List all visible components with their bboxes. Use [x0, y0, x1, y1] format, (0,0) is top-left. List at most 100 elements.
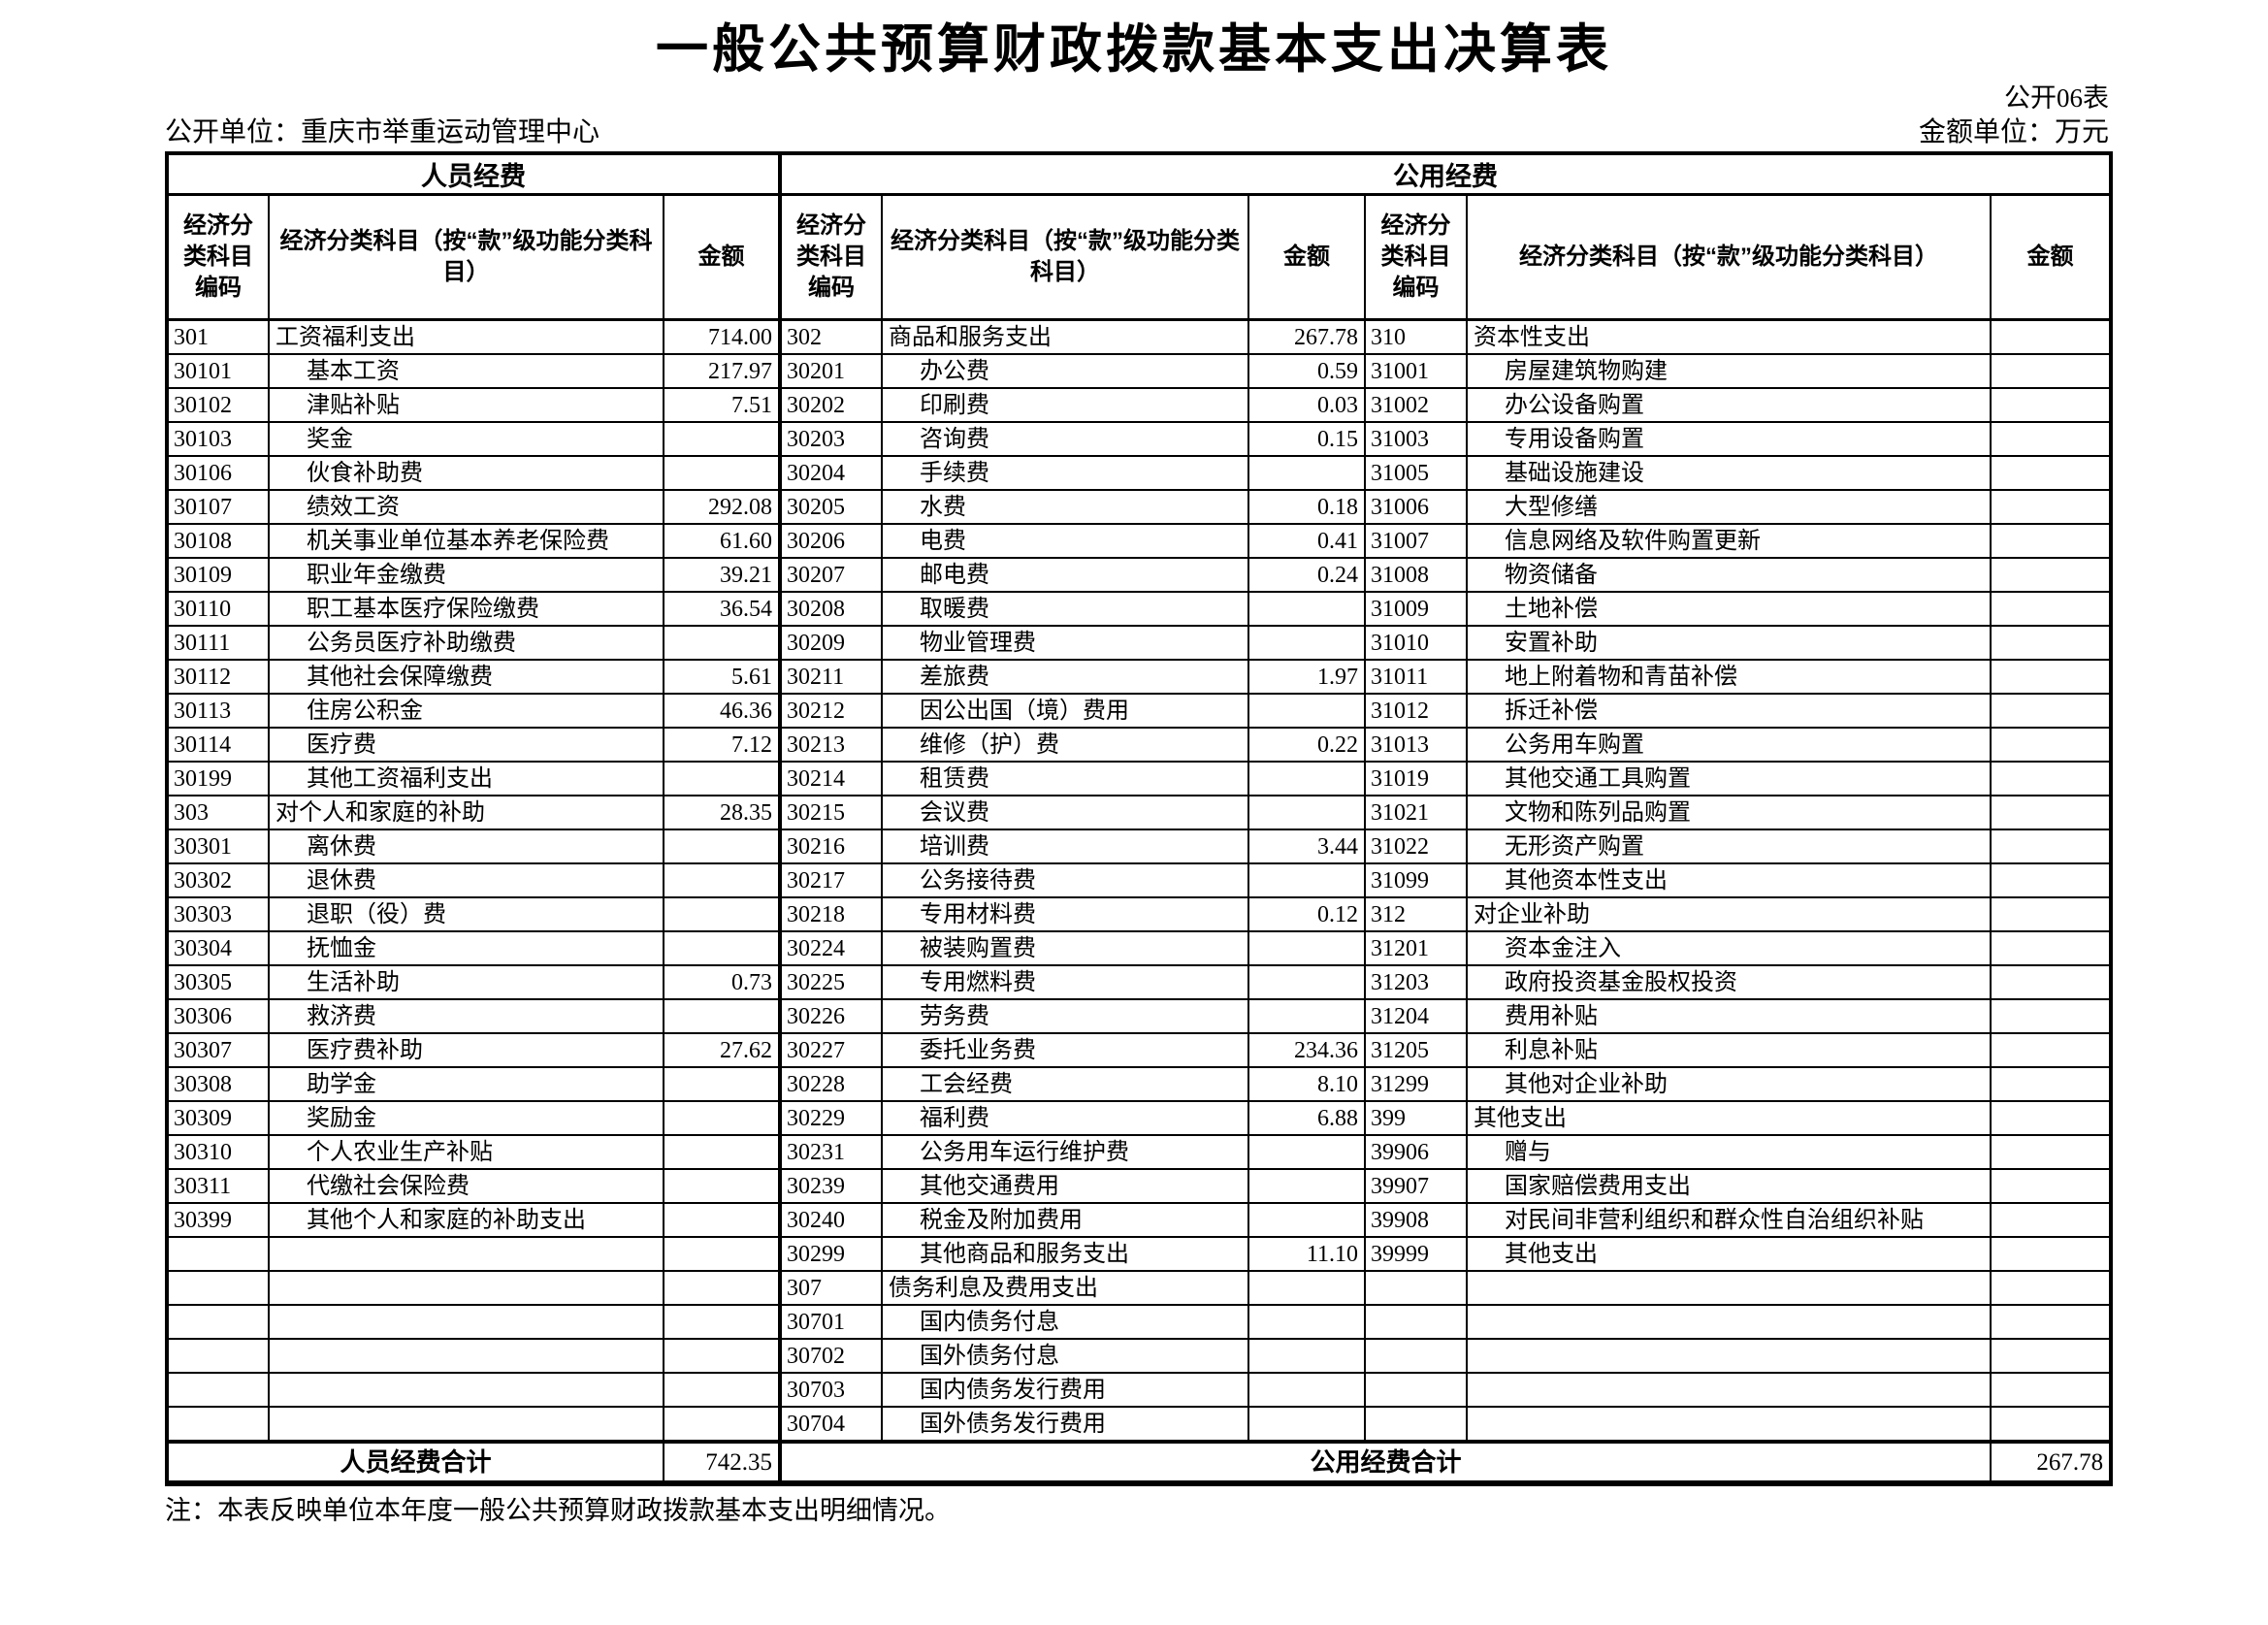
cell-code: 31002 — [1364, 387, 1469, 424]
cell-code: 30199 — [166, 761, 270, 797]
table-row: 30101 基本工资 217.97 30201 办公费 0.59 31001 房屋建筑物购建 — [166, 353, 2113, 390]
cell-amount: 39.21 — [662, 557, 782, 594]
table-row: 30305 生活补助 0.73 30225 专用燃料费 31203 政府投资基金股权投资 — [166, 964, 2113, 1001]
cell-subject: 文物和陈列品购置 — [1466, 795, 1993, 831]
cell-code: 31019 — [1364, 761, 1469, 797]
cell-subject: 基础设施建设 — [1466, 455, 1993, 492]
cell-code: 310 — [1364, 318, 1469, 356]
cell-subject: 电费 — [881, 523, 1250, 560]
table-body: 301 工资福利支出 714.00 302 商品和服务支出 267.78 310 资本性支出 3… — [166, 318, 2113, 1444]
cell-amount — [1990, 896, 2113, 933]
cell-subject: 差旅费 — [881, 659, 1250, 696]
cell-code: 30109 — [166, 557, 270, 594]
cell-code: 31021 — [1364, 795, 1469, 831]
cell-subject: 对企业补助 — [1466, 896, 1993, 933]
cell-subject — [1466, 1270, 1993, 1307]
cell-subject: 其他社会保障缴费 — [268, 659, 664, 696]
cell-code: 31205 — [1364, 1032, 1469, 1069]
cell-amount — [662, 1270, 782, 1307]
cell-subject: 会议费 — [881, 795, 1250, 831]
cell-code — [166, 1406, 270, 1444]
cell-code: 30106 — [166, 455, 270, 492]
cell-subject: 职业年金缴费 — [268, 557, 664, 594]
cell-subject: 税金及附加费用 — [881, 1202, 1250, 1239]
cell-subject: 商品和服务支出 — [881, 318, 1250, 356]
cell-subject: 其他交通工具购置 — [1466, 761, 1993, 797]
cell-subject: 办公设备购置 — [1466, 387, 1993, 424]
cell-amount — [662, 1338, 782, 1375]
cell-amount: 7.12 — [662, 727, 782, 764]
cell-amount — [662, 625, 782, 662]
cell-subject: 医疗费 — [268, 727, 664, 764]
cell-amount — [1990, 930, 2113, 967]
cell-amount: 3.44 — [1247, 829, 1367, 865]
cell-amount — [1247, 761, 1367, 797]
cell-code: 30111 — [166, 625, 270, 662]
page-title: 一般公共预算财政拨款基本支出决算表 — [656, 20, 1612, 79]
cell-code: 30311 — [166, 1168, 270, 1205]
cell-subject: 工会经费 — [881, 1066, 1250, 1103]
cell-code: 31007 — [1364, 523, 1469, 560]
cell-subject: 无形资产购置 — [1466, 829, 1993, 865]
cell-amount: 36.54 — [662, 591, 782, 628]
cell-subject: 物资储备 — [1466, 557, 1993, 594]
cell-code — [166, 1236, 270, 1273]
cell-amount: 0.03 — [1247, 387, 1367, 424]
col-header-amount-1: 金额 — [662, 193, 782, 322]
cell-amount: 27.62 — [662, 1032, 782, 1069]
col-header-amount-3: 金额 — [1990, 193, 2113, 322]
table-row: 30103 奖金 30203 咨询费 0.15 31003 专用设备购置 — [166, 421, 2113, 458]
cell-code: 30216 — [778, 829, 884, 865]
cell-subject: 生活补助 — [268, 964, 664, 1001]
cell-subject: 奖励金 — [268, 1100, 664, 1137]
cell-subject: 债务利息及费用支出 — [881, 1270, 1250, 1307]
cell-subject: 信息网络及软件购置更新 — [1466, 523, 1993, 560]
cell-subject — [268, 1236, 664, 1273]
cell-subject: 职工基本医疗保险缴费 — [268, 591, 664, 628]
cell-amount — [1247, 591, 1367, 628]
cell-subject: 资本金注入 — [1466, 930, 1993, 967]
cell-code: 30213 — [778, 727, 884, 764]
cell-amount — [1990, 727, 2113, 764]
cell-code: 30218 — [778, 896, 884, 933]
cell-subject: 国家赔偿费用支出 — [1466, 1168, 1993, 1205]
cell-code: 30108 — [166, 523, 270, 560]
group-personnel: 人员经费 — [165, 152, 782, 197]
cell-amount — [662, 1168, 782, 1205]
cell-code: 30212 — [778, 693, 884, 730]
table-row: 303 对个人和家庭的补助 28.35 30215 会议费 31021 文物和陈列品购置 — [166, 795, 2113, 831]
group-header-row: 人员经费 公用经费 — [165, 152, 2113, 197]
cell-code: 31299 — [1364, 1066, 1469, 1103]
cell-subject: 个人农业生产补贴 — [268, 1134, 664, 1171]
cell-amount — [1990, 693, 2113, 730]
cell-code: 30303 — [166, 896, 270, 933]
cell-code: 30702 — [778, 1338, 884, 1375]
cell-code: 30215 — [778, 795, 884, 831]
table-row: 30301 离休费 30216 培训费 3.44 31022 无形资产购置 — [166, 829, 2113, 865]
cell-subject: 公务员医疗补助缴费 — [268, 625, 664, 662]
cell-subject: 绩效工资 — [268, 489, 664, 526]
cell-subject: 医疗费补助 — [268, 1032, 664, 1069]
cell-subject: 费用补贴 — [1466, 998, 1993, 1035]
cell-code: 31011 — [1364, 659, 1469, 696]
cell-amount: 0.73 — [662, 964, 782, 1001]
cell-code: 30224 — [778, 930, 884, 967]
table-row: 30110 职工基本医疗保险缴费 36.54 30208 取暖费 31009 土地补偿 — [166, 591, 2113, 628]
cell-code — [1364, 1304, 1469, 1341]
table-row: 30107 绩效工资 292.08 30205 水费 0.18 31006 大型修缮 — [166, 489, 2113, 526]
cell-amount: 11.10 — [1247, 1236, 1367, 1273]
cell-amount — [1990, 421, 2113, 458]
cell-amount — [1247, 1270, 1367, 1307]
cell-code: 30203 — [778, 421, 884, 458]
cell-subject: 助学金 — [268, 1066, 664, 1103]
cell-amount: 0.12 — [1247, 896, 1367, 933]
cell-amount — [1990, 1202, 2113, 1239]
amount-unit: 金额单位：万元 — [1918, 117, 2109, 148]
cell-subject: 资本性支出 — [1466, 318, 1993, 356]
table-row: 30702 国外债务付息 — [166, 1338, 2113, 1375]
table-row: 30704 国外债务发行费用 — [166, 1406, 2113, 1444]
cell-amount — [1990, 557, 2113, 594]
table-row: 301 工资福利支出 714.00 302 商品和服务支出 267.78 310 资本性支出 — [166, 318, 2113, 356]
cell-subject: 利息补贴 — [1466, 1032, 1993, 1069]
table-row: 30108 机关事业单位基本养老保险费 61.60 30206 电费 0.41 31007 信… — [166, 523, 2113, 560]
